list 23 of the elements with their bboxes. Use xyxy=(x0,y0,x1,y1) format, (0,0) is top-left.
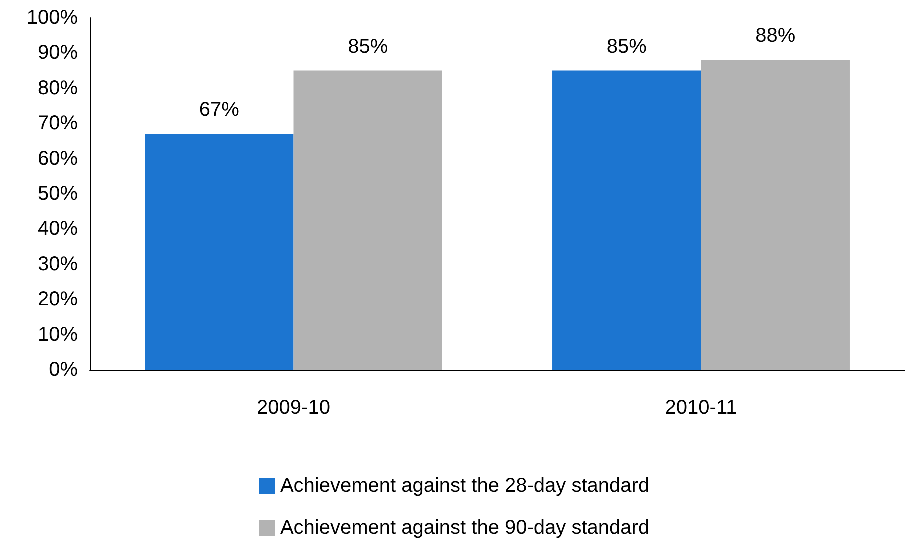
bar xyxy=(701,60,850,370)
y-tick-label: 10% xyxy=(38,324,78,346)
legend-label: Achievement against the 28-day standard xyxy=(280,475,650,497)
legend-label: Achievement against the 90-day standard xyxy=(280,517,650,539)
data-label: 88% xyxy=(756,25,796,48)
y-tick-label: 80% xyxy=(38,77,78,100)
y-tick-label: 30% xyxy=(38,253,78,276)
bar xyxy=(552,70,702,370)
y-tick-label: 50% xyxy=(38,183,78,205)
y-tick-label: 70% xyxy=(38,112,78,135)
data-label: 67% xyxy=(199,99,240,122)
y-tick-label: 100% xyxy=(26,7,78,29)
bar xyxy=(145,134,294,370)
y-tick-label: 60% xyxy=(38,148,78,170)
bar xyxy=(294,70,442,370)
y-tick-label: 20% xyxy=(38,288,78,311)
data-label: 85% xyxy=(348,36,388,58)
x-tick-label: 2009-10 xyxy=(257,397,330,419)
data-label: 85% xyxy=(606,36,648,58)
x-tick-label: 2010-11 xyxy=(665,397,738,419)
y-tick-label: 0% xyxy=(49,359,78,381)
y-tick-label: 90% xyxy=(38,42,78,64)
y-tick-label: 40% xyxy=(38,218,78,240)
